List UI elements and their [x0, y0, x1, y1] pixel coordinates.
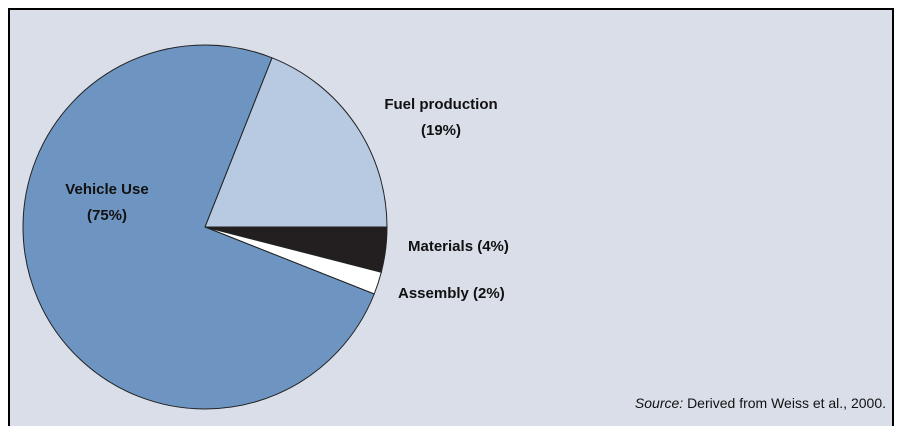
slice-value-label: (75%): [87, 207, 127, 224]
panel-border: [8, 8, 894, 426]
pie-slice: [22, 44, 375, 410]
slice-value-label: (19%): [421, 122, 461, 139]
slice-value-label: (2%): [473, 285, 505, 302]
pie: [22, 44, 388, 410]
source-label: Source:: [635, 395, 683, 411]
slice-label: Materials: [408, 238, 473, 255]
source-text: Derived from Weiss et al., 2000.: [687, 395, 886, 411]
slice-label-group: Materials (4%): [408, 238, 509, 255]
slice-label-group: Assembly (2%): [398, 285, 505, 302]
slice-label: Vehicle Use: [65, 181, 148, 198]
slice-label: Fuel production: [384, 96, 497, 113]
slice-value-label: (4%): [477, 238, 509, 255]
slice-label: Assembly: [398, 285, 470, 302]
pie-slice: [204, 57, 388, 228]
source-note: Source: Derived from Weiss et al., 2000.: [635, 395, 886, 411]
